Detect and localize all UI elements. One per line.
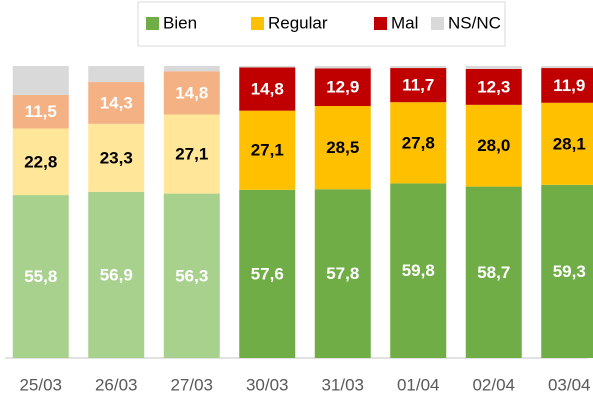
bar-segment <box>163 71 220 115</box>
data-label: 27,1 <box>251 141 284 160</box>
data-label: 28,0 <box>477 136 510 155</box>
data-label: 11,5 <box>25 102 57 121</box>
bar-segment <box>390 102 447 184</box>
legend-label: Regular <box>268 13 328 32</box>
bar-segment <box>465 104 522 187</box>
data-label: 14,3 <box>100 93 133 112</box>
data-label: 22,8 <box>24 152 57 171</box>
data-label: 23,3 <box>100 148 133 167</box>
x-tick-label: 25/03 <box>19 375 62 394</box>
bar-segment <box>465 186 522 358</box>
bar-segment <box>541 68 593 103</box>
bar-segment <box>390 183 447 358</box>
data-label: 55,8 <box>24 267 57 286</box>
bar-segment <box>541 102 593 185</box>
x-tick-label: 30/03 <box>246 375 289 394</box>
legend-label: NS/NC <box>448 13 501 32</box>
bar-segment <box>12 195 69 358</box>
bar-segment <box>465 66 522 69</box>
data-label: 12,3 <box>477 77 510 96</box>
bar-segment <box>12 94 69 129</box>
bar-segment <box>12 66 69 95</box>
data-label: 56,3 <box>175 266 208 285</box>
data-label: 14,8 <box>251 80 284 99</box>
bar-segment <box>314 66 371 69</box>
legend-swatch <box>431 17 444 30</box>
x-tick-label: 03/04 <box>548 375 591 394</box>
bar-segment <box>314 189 371 358</box>
bar-segment <box>541 66 593 69</box>
bar-segment <box>314 106 371 190</box>
data-label: 28,1 <box>553 134 586 153</box>
bar-segment <box>465 68 522 105</box>
data-label: 59,8 <box>402 261 435 280</box>
bar-segment <box>239 189 296 358</box>
data-label: 27,8 <box>402 133 435 152</box>
x-tick-label: 02/04 <box>472 375 515 394</box>
data-label: 11,9 <box>553 76 585 95</box>
data-label: 27,1 <box>175 145 208 164</box>
data-label: 57,8 <box>326 264 359 283</box>
bar-segment <box>163 193 220 358</box>
data-label: 12,9 <box>326 78 359 97</box>
bar-segment <box>390 66 447 69</box>
data-label: 14,8 <box>175 83 208 102</box>
x-tick-label: 27/03 <box>170 375 213 394</box>
bar-segment <box>163 66 220 72</box>
data-label: 59,3 <box>553 262 586 281</box>
data-label: 11,7 <box>402 76 434 95</box>
bar-segment <box>88 191 145 358</box>
x-tick-label: 01/04 <box>397 375 440 394</box>
data-label: 28,5 <box>326 138 359 157</box>
bar-segment <box>88 123 145 192</box>
bar-segment <box>88 66 145 83</box>
bar-segment <box>239 110 296 190</box>
data-label: 58,7 <box>477 263 510 282</box>
x-tick-label: 26/03 <box>95 375 138 394</box>
data-label: 57,6 <box>251 264 284 283</box>
x-tick-label: 31/03 <box>321 375 364 394</box>
legend-swatch <box>251 17 264 30</box>
bar-segment <box>163 114 220 194</box>
bar-segment <box>239 67 296 111</box>
data-label: 56,9 <box>100 265 133 284</box>
legend-swatch <box>374 17 387 30</box>
legend-swatch <box>146 17 159 30</box>
legend-label: Mal <box>391 13 418 32</box>
bar-segment <box>12 128 69 196</box>
bar-segment <box>541 184 593 358</box>
bar-segment <box>314 68 371 107</box>
legend-label: Bien <box>163 13 197 32</box>
bar-segment <box>390 68 447 103</box>
bar-segment <box>239 66 296 68</box>
bar-segment <box>88 82 145 124</box>
